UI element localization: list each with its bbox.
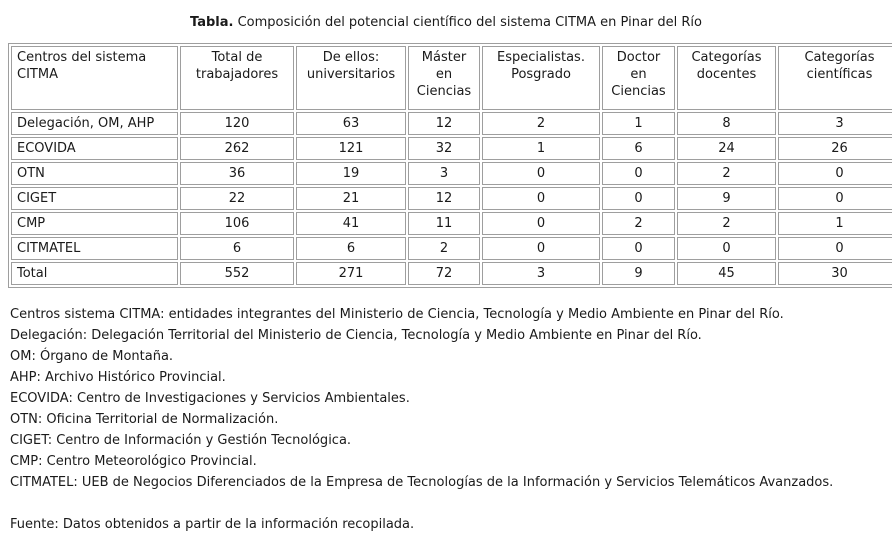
row-label-cell: OTN xyxy=(11,162,178,185)
table-row: ECOVIDA 262 121 32 1 6 24 26 xyxy=(11,137,892,160)
value-cell: 72 xyxy=(408,262,480,285)
source-line: Fuente: Datos obtenidos a partir de la i… xyxy=(10,517,415,532)
value-cell: 12 xyxy=(408,112,480,135)
table-row: OTN 36 19 3 0 0 2 0 xyxy=(11,162,892,185)
column-header: Máster en Ciencias xyxy=(408,46,480,110)
row-label-cell: CMP xyxy=(11,212,178,235)
value-cell: 41 xyxy=(296,212,406,235)
value-cell: 2 xyxy=(408,237,480,260)
value-cell: 262 xyxy=(180,137,294,160)
table-header: Centros del sistema CITMA Total de trabaj… xyxy=(11,46,892,110)
note-line: CITMATEL: UEB de Negocios Diferenciados … xyxy=(10,475,834,490)
value-cell: 106 xyxy=(180,212,294,235)
row-label-cell: Total xyxy=(11,262,178,285)
value-cell: 3 xyxy=(482,262,600,285)
column-header: Especialistas. Posgrado xyxy=(482,46,600,110)
value-cell: 9 xyxy=(677,187,776,210)
value-cell: 1 xyxy=(778,212,892,235)
table-title-label: Tabla. xyxy=(190,15,234,30)
value-cell: 0 xyxy=(602,162,675,185)
table-row: Total 552 271 72 3 9 45 30 xyxy=(11,262,892,285)
value-cell: 6 xyxy=(602,137,675,160)
value-cell: 2 xyxy=(677,212,776,235)
table-row: Delegación, OM, AHP 120 63 12 2 1 8 3 xyxy=(11,112,892,135)
column-header: Doctor en Ciencias xyxy=(602,46,675,110)
table-row: CMP 106 41 11 0 2 2 1 xyxy=(11,212,892,235)
column-header: Categorías docentes xyxy=(677,46,776,110)
value-cell: 2 xyxy=(602,212,675,235)
value-cell: 0 xyxy=(602,187,675,210)
value-cell: 0 xyxy=(482,162,600,185)
value-cell: 3 xyxy=(778,112,892,135)
column-header: Total de trabajadores xyxy=(180,46,294,110)
column-header: De ellos: universitarios xyxy=(296,46,406,110)
note-line: Centros sistema CITMA: entidades integra… xyxy=(10,307,784,322)
citma-data-table: Centros del sistema CITMA Total de trabaj… xyxy=(8,43,892,288)
value-cell: 26 xyxy=(778,137,892,160)
value-cell: 63 xyxy=(296,112,406,135)
note-line: OTN: Oficina Territorial de Normalizació… xyxy=(10,412,279,427)
value-cell: 0 xyxy=(482,212,600,235)
header-row: Centros del sistema CITMA Total de trabaj… xyxy=(11,46,892,110)
note-line: CIGET: Centro de Información y Gestión T… xyxy=(10,433,352,448)
value-cell: 36 xyxy=(180,162,294,185)
table-title: Tabla. Composición del potencial científ… xyxy=(0,0,892,30)
note-line: CMP: Centro Meteorológico Provincial. xyxy=(10,454,257,469)
value-cell: 120 xyxy=(180,112,294,135)
value-cell: 0 xyxy=(778,237,892,260)
value-cell: 0 xyxy=(778,187,892,210)
value-cell: 45 xyxy=(677,262,776,285)
note-line: AHP: Archivo Histórico Provincial. xyxy=(10,370,226,385)
footnotes: Centros sistema CITMA: entidades integra… xyxy=(10,304,892,535)
table-row: CITMATEL 6 6 2 0 0 0 0 xyxy=(11,237,892,260)
value-cell: 121 xyxy=(296,137,406,160)
row-label-cell: Delegación, OM, AHP xyxy=(11,112,178,135)
value-cell: 6 xyxy=(296,237,406,260)
column-header: Categorías científicas xyxy=(778,46,892,110)
value-cell: 21 xyxy=(296,187,406,210)
value-cell: 552 xyxy=(180,262,294,285)
value-cell: 0 xyxy=(778,162,892,185)
table-body: Delegación, OM, AHP 120 63 12 2 1 8 3 ECOVIDA 262… xyxy=(11,112,892,285)
value-cell: 0 xyxy=(482,237,600,260)
value-cell: 1 xyxy=(482,137,600,160)
table-row: CIGET 22 21 12 0 0 9 0 xyxy=(11,187,892,210)
value-cell: 0 xyxy=(677,237,776,260)
value-cell: 271 xyxy=(296,262,406,285)
value-cell: 30 xyxy=(778,262,892,285)
value-cell: 9 xyxy=(602,262,675,285)
value-cell: 22 xyxy=(180,187,294,210)
value-cell: 11 xyxy=(408,212,480,235)
value-cell: 0 xyxy=(482,187,600,210)
value-cell: 32 xyxy=(408,137,480,160)
value-cell: 12 xyxy=(408,187,480,210)
table-title-text: Composición del potencial científico del… xyxy=(233,15,702,30)
value-cell: 0 xyxy=(602,237,675,260)
value-cell: 3 xyxy=(408,162,480,185)
value-cell: 8 xyxy=(677,112,776,135)
note-line: OM: Órgano de Montaña. xyxy=(10,349,174,364)
note-line: ECOVIDA: Centro de Investigaciones y Ser… xyxy=(10,391,410,406)
column-header: Centros del sistema CITMA xyxy=(11,46,178,110)
value-cell: 19 xyxy=(296,162,406,185)
value-cell: 6 xyxy=(180,237,294,260)
row-label-cell: CITMATEL xyxy=(11,237,178,260)
note-line: Delegación: Delegación Territorial del M… xyxy=(10,328,702,343)
row-label-cell: CIGET xyxy=(11,187,178,210)
value-cell: 2 xyxy=(482,112,600,135)
value-cell: 2 xyxy=(677,162,776,185)
value-cell: 24 xyxy=(677,137,776,160)
value-cell: 1 xyxy=(602,112,675,135)
row-label-cell: ECOVIDA xyxy=(11,137,178,160)
